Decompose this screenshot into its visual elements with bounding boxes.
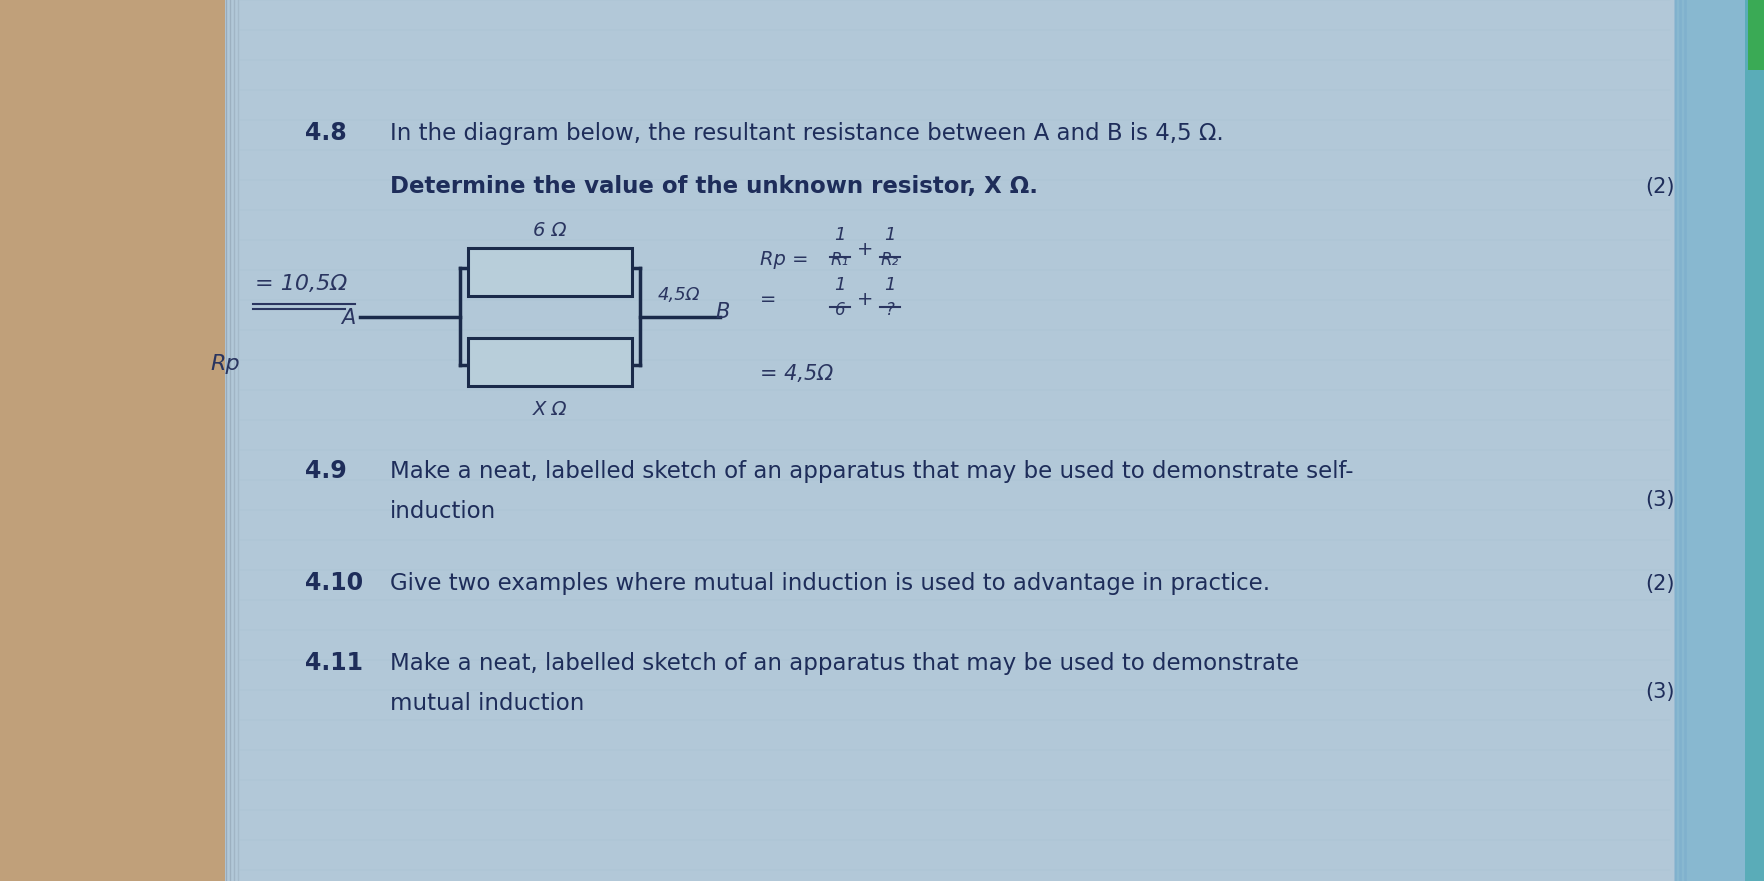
Text: 1: 1 [834,276,845,294]
Text: B: B [714,301,729,322]
Text: (3): (3) [1644,490,1674,510]
Bar [1745,0,1764,881]
Text: X Ω: X Ω [533,400,566,419]
Text: (3): (3) [1644,682,1674,702]
Text: A: A [340,308,355,329]
Text: 4.10: 4.10 [305,571,363,595]
Text: =: = [760,290,776,309]
Text: Make a neat, labelled sketch of an apparatus that may be used to demonstrate sel: Make a neat, labelled sketch of an appar… [390,460,1353,483]
Text: (2): (2) [1644,574,1674,594]
Text: 6 Ω: 6 Ω [533,221,566,240]
Text: 1: 1 [834,226,845,244]
Bar [1674,0,1764,881]
Bar [467,338,632,386]
Text: Rp =: Rp = [760,250,808,269]
Text: 4.11: 4.11 [305,651,363,675]
Bar [467,248,632,296]
Text: = 4,5Ω: = 4,5Ω [760,364,833,384]
Text: In the diagram below, the resultant resistance between A and B is 4,5 Ω.: In the diagram below, the resultant resi… [390,122,1222,145]
Text: 6: 6 [834,301,845,319]
Text: 1: 1 [884,226,896,244]
Bar [1746,0,1764,70]
Bar [0,0,229,881]
Text: induction: induction [390,500,496,523]
Bar [224,0,1674,881]
Text: 4,5Ω: 4,5Ω [658,285,700,303]
Text: R₁: R₁ [831,251,848,269]
Text: ?: ? [886,301,894,319]
Text: Rp: Rp [210,354,240,374]
Text: mutual induction: mutual induction [390,692,584,715]
Text: Determine the value of the unknown resistor, X Ω.: Determine the value of the unknown resis… [390,175,1037,198]
Text: R₂: R₂ [880,251,898,269]
Text: 1: 1 [884,276,896,294]
Text: Make a neat, labelled sketch of an apparatus that may be used to demonstrate: Make a neat, labelled sketch of an appar… [390,652,1298,675]
Text: +: + [856,240,873,259]
Text: 4.8: 4.8 [305,121,346,145]
Text: (2): (2) [1644,177,1674,197]
Text: +: + [856,290,873,309]
Text: 4.9: 4.9 [305,459,346,483]
Text: = 10,5Ω: = 10,5Ω [254,274,348,294]
Text: Give two examples where mutual induction is used to advantage in practice.: Give two examples where mutual induction… [390,572,1270,595]
